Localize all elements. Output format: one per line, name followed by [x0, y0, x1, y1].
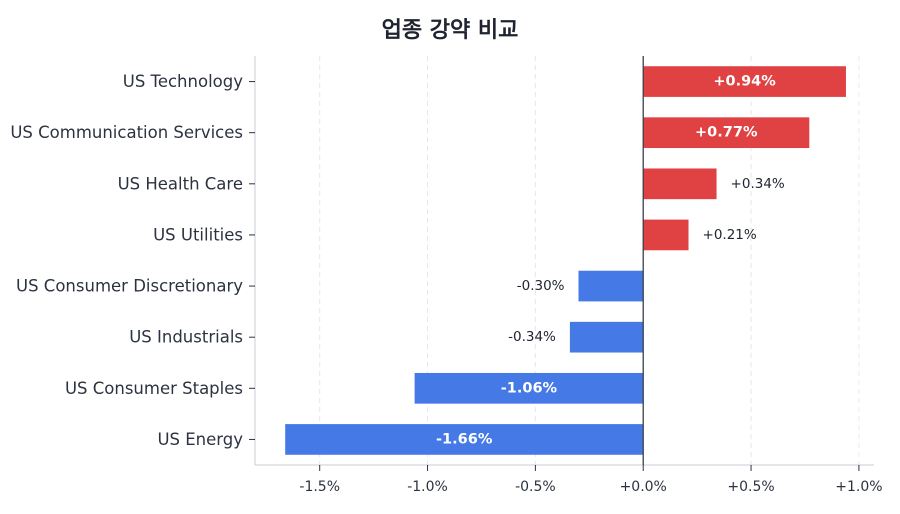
y-tick-label: US Consumer Staples	[65, 379, 243, 398]
data-label: -0.30%	[517, 278, 565, 294]
y-tick-label: US Technology	[123, 72, 243, 91]
bar	[643, 168, 717, 200]
bar	[643, 117, 810, 149]
x-tick-label: +0.5%	[727, 479, 774, 495]
bar	[285, 424, 644, 455]
y-tick-label: US Communication Services	[10, 123, 243, 142]
bar	[578, 270, 644, 302]
x-tick-label: +0.0%	[620, 479, 667, 495]
bar	[414, 372, 644, 404]
data-label: +0.21%	[703, 227, 757, 243]
x-tick-label: -1.0%	[407, 479, 448, 495]
data-label: -0.34%	[508, 329, 556, 345]
bar	[643, 66, 846, 97]
x-tick-label: +1.0%	[835, 479, 882, 495]
bar	[569, 321, 644, 353]
chart-title: 업종 강약 비교	[381, 18, 519, 43]
data-label: +0.77%	[695, 125, 758, 141]
data-label: +0.94%	[713, 74, 776, 90]
y-tick-label: US Industrials	[129, 328, 243, 347]
bar	[643, 219, 689, 251]
x-tick-label: -1.5%	[299, 479, 340, 495]
data-label: -1.66%	[436, 431, 493, 447]
y-tick-label: US Energy	[157, 430, 243, 449]
data-label: +0.34%	[731, 176, 785, 192]
data-label: -1.06%	[501, 380, 558, 396]
y-tick-label: US Health Care	[118, 174, 243, 193]
y-tick-label: US Consumer Discretionary	[16, 277, 243, 296]
y-tick-label: US Utilities	[153, 225, 243, 244]
x-tick-label: -0.5%	[515, 479, 556, 495]
